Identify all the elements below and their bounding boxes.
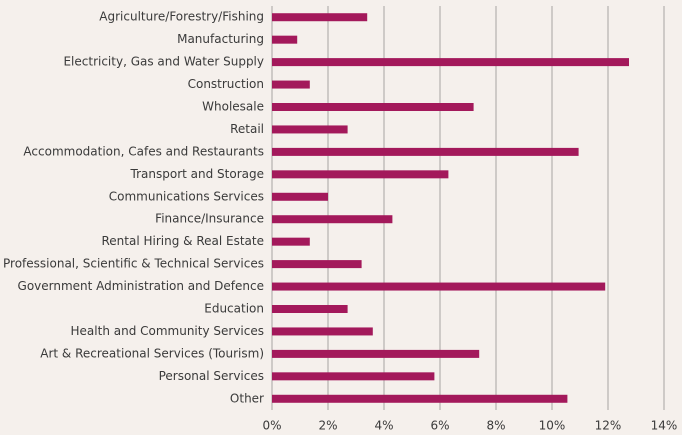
bar bbox=[272, 58, 629, 67]
bar bbox=[272, 237, 310, 246]
x-tick-label: 8% bbox=[486, 419, 505, 433]
bar bbox=[272, 327, 373, 336]
bar bbox=[272, 394, 568, 403]
bar bbox=[272, 35, 298, 44]
x-tick-label: 14% bbox=[651, 419, 678, 433]
x-tick-label: 6% bbox=[430, 419, 449, 433]
y-tick-label: Electricity, Gas and Water Supply bbox=[63, 55, 264, 69]
y-tick-label: Agriculture/Forestry/Fishing bbox=[99, 10, 264, 24]
y-tick-label: Finance/Insurance bbox=[155, 212, 264, 226]
bar bbox=[272, 192, 328, 201]
bar bbox=[272, 305, 348, 313]
bar bbox=[272, 260, 362, 269]
x-tick-label: 12% bbox=[595, 419, 622, 433]
bar bbox=[272, 349, 480, 358]
x-tick-label: 10% bbox=[539, 419, 566, 433]
bar bbox=[272, 215, 393, 224]
x-tick-label: 2% bbox=[318, 419, 337, 433]
bar bbox=[272, 125, 348, 134]
y-tick-label: Professional, Scientific & Technical Ser… bbox=[3, 257, 264, 271]
y-tick-label: Personal Services bbox=[159, 369, 264, 383]
y-tick-label: Art & Recreational Services (Tourism) bbox=[40, 346, 264, 360]
x-tick-label: 4% bbox=[374, 419, 393, 433]
y-tick-label: Government Administration and Defence bbox=[18, 279, 264, 293]
bar bbox=[272, 170, 449, 179]
y-tick-label: Rental Hiring & Real Estate bbox=[102, 234, 265, 248]
y-tick-label: Transport and Storage bbox=[130, 167, 264, 181]
y-tick-label: Education bbox=[204, 302, 264, 316]
y-tick-label: Accommodation, Cafes and Restaurants bbox=[23, 144, 264, 158]
y-tick-label: Wholesale bbox=[202, 100, 264, 114]
bar bbox=[272, 80, 310, 89]
bar bbox=[272, 372, 435, 381]
bar bbox=[272, 147, 579, 156]
y-tick-label: Health and Community Services bbox=[71, 324, 264, 338]
x-tick-label: 0% bbox=[262, 419, 281, 433]
y-tick-label: Construction bbox=[188, 77, 264, 91]
y-tick-label: Other bbox=[230, 391, 264, 405]
bar bbox=[272, 13, 368, 22]
bar bbox=[272, 282, 606, 291]
y-tick-label: Retail bbox=[230, 122, 264, 136]
bar bbox=[272, 103, 474, 111]
y-tick-label: Manufacturing bbox=[177, 32, 264, 46]
y-tick-label: Communications Services bbox=[109, 189, 264, 203]
